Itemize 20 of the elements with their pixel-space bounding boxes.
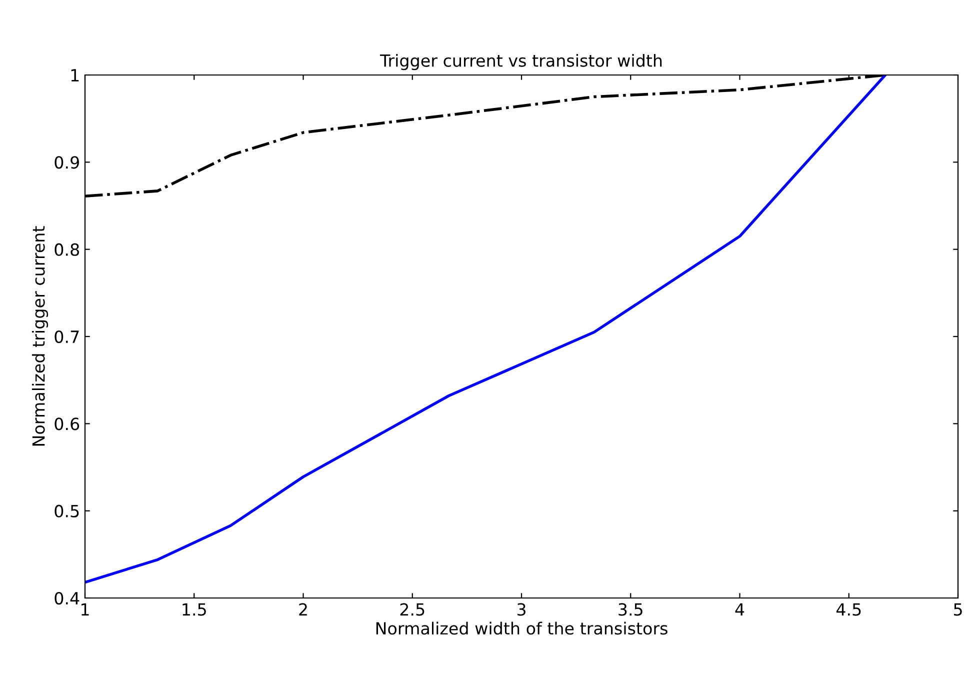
- y-axis-title: Normalized trigger current: [32, 226, 48, 446]
- y-tick-label: 0.8: [54, 243, 79, 256]
- chart-title: Trigger current vs transistor width: [380, 54, 662, 70]
- x-tick-label: 4: [735, 603, 744, 616]
- y-tick-label: 0.6: [54, 418, 80, 430]
- x-tick-label: 1: [82, 603, 89, 616]
- y-tick-label: 0.7: [54, 330, 79, 344]
- x-axis-title: Normalized width of the transistors: [376, 622, 668, 635]
- x-tick-label: 2: [299, 603, 307, 616]
- y-tick-label: 0.9: [54, 156, 79, 169]
- y-tick-label: 0.5: [54, 504, 79, 518]
- x-tick-label: 1.5: [182, 603, 206, 616]
- x-tick-label: 2.5: [400, 603, 424, 616]
- x-tick-label: 3.5: [618, 603, 642, 616]
- x-tick-label: 4.5: [836, 603, 861, 616]
- y-tick-label: 0.4: [54, 592, 80, 605]
- line-series: [85, 75, 887, 584]
- y-tick-label: 1: [71, 69, 79, 82]
- x-tick-label: 3: [517, 603, 526, 616]
- x-tick-label: 5: [954, 603, 962, 616]
